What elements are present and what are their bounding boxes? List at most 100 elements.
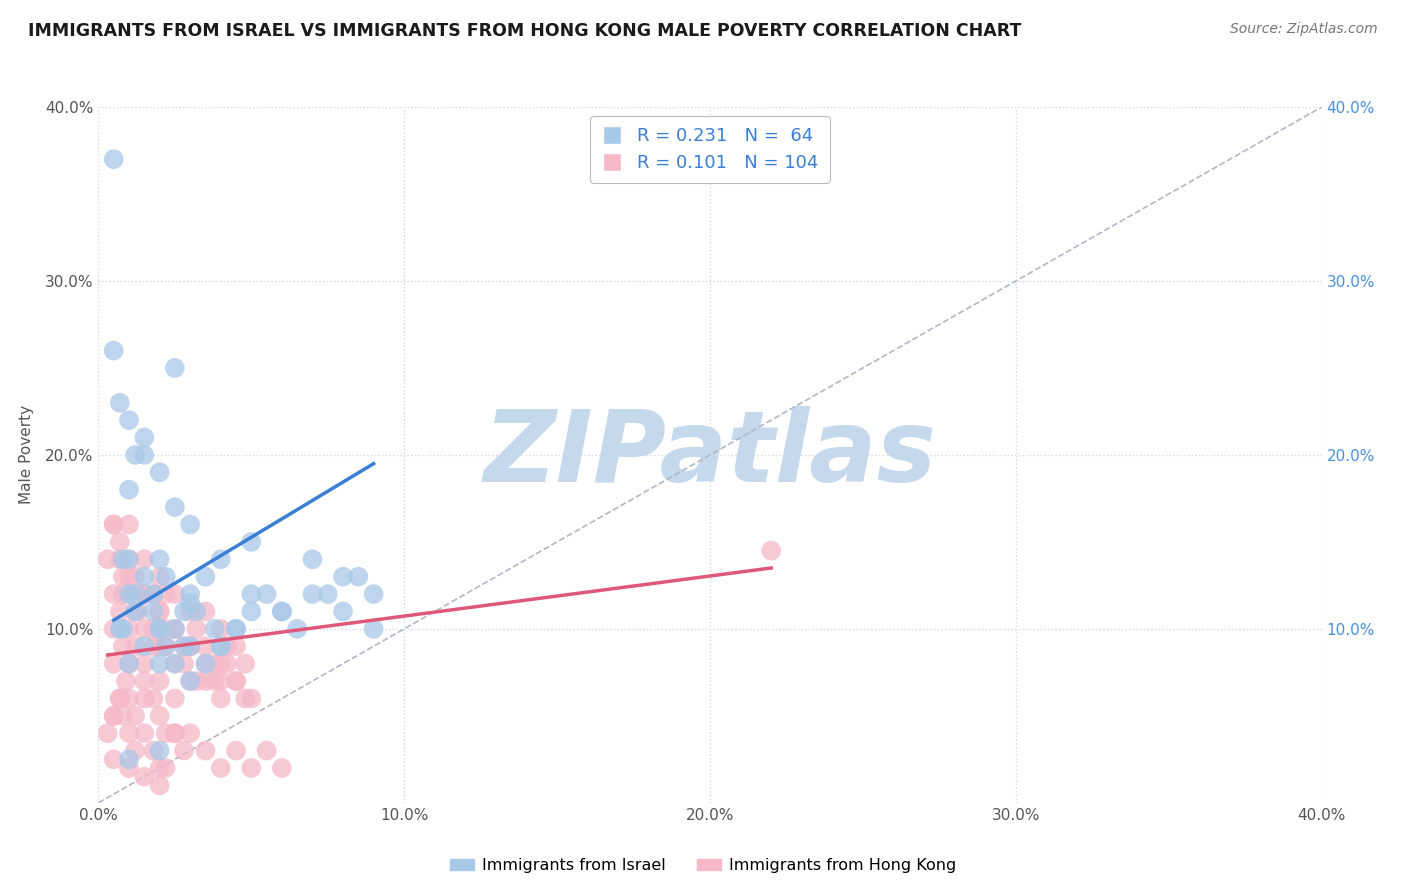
Point — [155, 587, 177, 601]
Point — [163, 500, 186, 514]
Point — [225, 622, 247, 636]
Point — [127, 605, 149, 619]
Point — [108, 534, 131, 549]
Point — [163, 587, 186, 601]
Point — [209, 552, 232, 566]
Point — [186, 605, 208, 619]
Point — [149, 761, 172, 775]
Point — [179, 639, 201, 653]
Point — [233, 657, 256, 671]
Point — [103, 517, 125, 532]
Point — [134, 726, 156, 740]
Point — [118, 622, 141, 636]
Point — [149, 674, 172, 689]
Point — [108, 622, 131, 636]
Point — [240, 534, 263, 549]
Point — [209, 657, 232, 671]
Point — [285, 622, 308, 636]
Point — [118, 413, 141, 427]
Point — [256, 587, 278, 601]
Point — [209, 674, 232, 689]
Point — [155, 639, 177, 653]
Point — [124, 744, 146, 758]
Point — [173, 639, 195, 653]
Point — [204, 657, 226, 671]
Point — [124, 570, 146, 584]
Point — [142, 691, 165, 706]
Point — [155, 761, 177, 775]
Point — [118, 726, 141, 740]
Point — [155, 622, 177, 636]
Point — [111, 552, 134, 566]
Point — [103, 708, 125, 723]
Point — [134, 587, 156, 601]
Point — [194, 570, 217, 584]
Point — [194, 674, 217, 689]
Point — [115, 674, 138, 689]
Point — [149, 552, 172, 566]
Point — [163, 657, 186, 671]
Text: Source: ZipAtlas.com: Source: ZipAtlas.com — [1230, 22, 1378, 37]
Point — [108, 605, 131, 619]
Point — [103, 657, 125, 671]
Point — [179, 639, 201, 653]
Point — [149, 639, 172, 653]
Point — [240, 605, 263, 619]
Point — [149, 708, 172, 723]
Point — [363, 587, 385, 601]
Y-axis label: Male Poverty: Male Poverty — [18, 405, 34, 505]
Point — [118, 691, 141, 706]
Point — [179, 596, 201, 610]
Point — [209, 691, 232, 706]
Text: IMMIGRANTS FROM ISRAEL VS IMMIGRANTS FROM HONG KONG MALE POVERTY CORRELATION CHA: IMMIGRANTS FROM ISRAEL VS IMMIGRANTS FRO… — [28, 22, 1022, 40]
Point — [225, 622, 247, 636]
Point — [149, 605, 172, 619]
Point — [215, 639, 238, 653]
Point — [163, 622, 186, 636]
Point — [124, 639, 146, 653]
Point — [149, 778, 172, 792]
Point — [103, 752, 125, 766]
Point — [186, 622, 208, 636]
Point — [108, 396, 131, 410]
Point — [163, 622, 186, 636]
Point — [240, 761, 263, 775]
Point — [134, 431, 156, 445]
Point — [134, 691, 156, 706]
Point — [240, 691, 263, 706]
Point — [149, 570, 172, 584]
Point — [233, 691, 256, 706]
Point — [209, 761, 232, 775]
Point — [111, 622, 134, 636]
Point — [103, 587, 125, 601]
Point — [179, 517, 201, 532]
Point — [163, 691, 186, 706]
Point — [759, 543, 782, 558]
Point — [149, 622, 172, 636]
Point — [118, 657, 141, 671]
Text: ZIPatlas: ZIPatlas — [484, 407, 936, 503]
Point — [270, 761, 292, 775]
Point — [155, 570, 177, 584]
Point — [103, 517, 125, 532]
Point — [149, 605, 172, 619]
Point — [111, 570, 134, 584]
Point — [225, 639, 247, 653]
Point — [142, 587, 165, 601]
Point — [142, 587, 165, 601]
Point — [179, 674, 201, 689]
Point — [134, 674, 156, 689]
Point — [316, 587, 339, 601]
Point — [118, 587, 141, 601]
Point — [97, 726, 120, 740]
Point — [142, 605, 165, 619]
Point — [134, 657, 156, 671]
Point — [111, 587, 134, 601]
Point — [134, 622, 156, 636]
Point — [363, 622, 385, 636]
Point — [347, 570, 370, 584]
Point — [103, 343, 125, 358]
Point — [118, 552, 141, 566]
Point — [134, 448, 156, 462]
Point — [179, 605, 201, 619]
